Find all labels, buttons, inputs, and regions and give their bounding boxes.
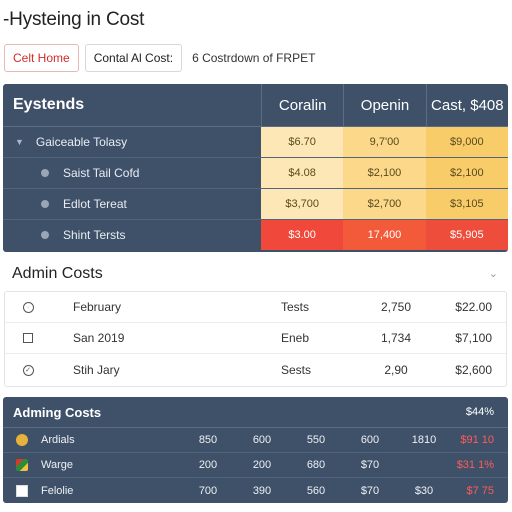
row-amount: $22.00 <box>455 300 492 314</box>
table-row[interactable]: San 2019 Eneb 1,734 $7,100 <box>5 323 506 354</box>
bullet-icon <box>41 200 49 208</box>
row-kind: Tests <box>281 300 310 314</box>
table-cell: 200 <box>252 459 272 471</box>
table-cell: 200 <box>198 459 218 471</box>
table-row[interactable]: Shint Tersts $3.00 17,400 $5,905 <box>3 220 508 250</box>
table-cell: $6.70 <box>261 127 344 157</box>
table-row[interactable]: ▼ Gaiceable Tolasy $6.70 9,7'00 $9,000 <box>3 127 508 158</box>
row-name: San 2019 <box>73 331 125 345</box>
row-name: Warge <box>41 459 73 471</box>
section-title: Adming Costs <box>13 404 102 420</box>
tab-costrdown[interactable]: 6 Costrdown of FRPET <box>188 44 320 72</box>
bullet-icon <box>41 231 49 239</box>
row-amount: $7,100 <box>455 331 492 345</box>
table-cell: $9,000 <box>425 127 508 157</box>
row-label: Gaiceable Tolasy <box>35 135 128 149</box>
row-name: Felolie <box>41 484 74 497</box>
table-cell: $70 <box>360 484 380 497</box>
row-kind: Sests <box>281 363 312 377</box>
page-title: -Hysteing in Cost <box>3 9 145 30</box>
tab-celt-home[interactable]: Celt Home <box>4 44 79 72</box>
row-label: Shint Tersts <box>63 228 126 242</box>
table-row[interactable]: Saist Tail Cofd $4.08 $2,100 $2,100 <box>3 158 508 189</box>
table-cell: $3,105 <box>425 189 508 219</box>
table-cell: $4.08 <box>261 158 344 188</box>
table-cell: $30 <box>414 484 434 497</box>
row-value: 2,750 <box>380 300 412 314</box>
tab-contal-cost[interactable]: Contal Al Cost: <box>84 44 183 72</box>
table-row[interactable]: · February Tests 2,750 $22.00 <box>5 292 506 323</box>
tab-bar: Celt Home Contal Al Cost: 6 Costrdown of… <box>4 44 320 72</box>
column-header[interactable]: Coralin <box>261 84 343 126</box>
column-header[interactable]: Cast, $408 <box>425 84 508 126</box>
row-name: February <box>73 300 122 314</box>
variance-value: $91 10 <box>460 434 494 446</box>
chevron-down-icon[interactable]: ⌄ <box>488 268 498 280</box>
badge-icon <box>16 434 28 446</box>
adming-costs-table: Adming Costs $44% Ardials 850 600 550 60… <box>3 397 508 503</box>
table-cell: 17,400 <box>343 220 426 250</box>
table-cell: 390 <box>252 484 272 497</box>
table-cell: $2,100 <box>343 158 426 188</box>
table-cell: 1810 <box>411 434 437 446</box>
table-cell: $5,905 <box>425 220 508 250</box>
table-row[interactable]: Ardials 850 600 550 600 1810 $91 10 <box>3 428 508 453</box>
table-cell: 550 <box>306 434 326 446</box>
checkbox-icon[interactable] <box>23 333 33 343</box>
row-amount: $2,600 <box>455 363 492 377</box>
flag-icon <box>16 459 28 471</box>
column-header[interactable]: Eystends <box>13 96 85 113</box>
caret-down-icon[interactable]: ▼ <box>15 137 24 147</box>
check-circle-icon: ✓ <box>22 364 34 376</box>
variance-value: $31 1% <box>456 459 494 471</box>
table-cell: 560 <box>306 484 326 497</box>
square-icon[interactable] <box>16 484 28 497</box>
bullet-icon <box>41 169 49 177</box>
table-cell: $2,700 <box>343 189 426 219</box>
row-value: 2,90 <box>384 363 408 377</box>
table-cell: 700 <box>198 484 218 497</box>
table-cell: 680 <box>306 459 326 471</box>
table-cell: $2,100 <box>425 158 508 188</box>
section-title: Admin Costs <box>12 265 103 282</box>
row-kind: Eneb <box>281 331 310 345</box>
table-row[interactable]: Edlot Tereat $3,700 $2,700 $3,105 <box>3 189 508 220</box>
table-cell: 850 <box>198 434 218 446</box>
table-header: Adming Costs $44% <box>3 397 508 428</box>
table-cell: $70 <box>360 459 380 471</box>
admin-costs-table: · February Tests 2,750 $22.00 San 2019 E… <box>4 291 507 387</box>
row-label: Saist Tail Cofd <box>63 166 140 180</box>
table-cell: $3,700 <box>261 189 344 219</box>
table-row[interactable]: ✓ Stih Jary Sests 2,90 $2,600 <box>5 354 506 386</box>
table-row[interactable]: Warge 200 200 680 $70 $31 1% <box>3 453 508 478</box>
table-cell: 600 <box>360 434 380 446</box>
total-value: $44% <box>465 406 494 418</box>
row-name: Stih Jary <box>73 363 120 377</box>
variance-value: $7 75 <box>466 484 494 497</box>
row-name: Ardials <box>41 434 75 446</box>
clock-icon: · <box>22 301 34 313</box>
cost-summary-table: Eystends Coralin Openin Cast, $408 ▼ Gai… <box>3 84 508 252</box>
row-label: Edlot Tereat <box>63 197 127 211</box>
table-cell: 600 <box>252 434 272 446</box>
table-cell: 9,7'00 <box>343 127 426 157</box>
row-value: 1,734 <box>380 331 412 345</box>
table-cell: $3.00 <box>261 220 344 250</box>
table-header: Eystends Coralin Openin Cast, $408 <box>3 84 508 127</box>
column-header[interactable]: Openin <box>343 84 425 126</box>
table-row[interactable]: Felolie 700 390 560 $70 $30 $7 75 <box>3 478 508 503</box>
